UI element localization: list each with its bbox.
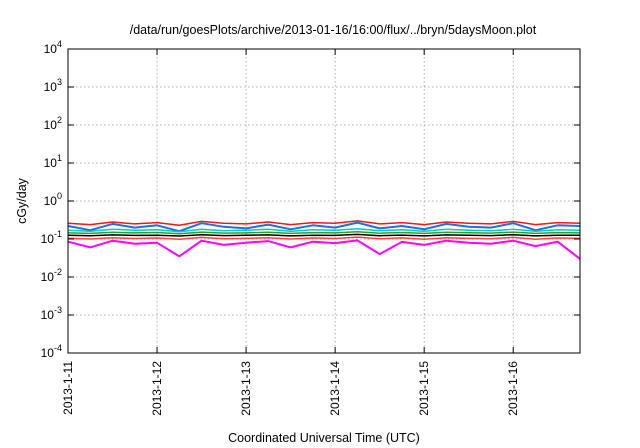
y-tick-label: 10-3 — [41, 305, 62, 322]
y-tick-label: 100 — [44, 191, 62, 208]
x-tick-label: 2013-1-12 — [150, 361, 164, 416]
grid — [68, 49, 580, 353]
y-tick-label: 103 — [44, 77, 62, 94]
x-tick-label: 2013-1-14 — [328, 361, 342, 416]
x-tick-label: 2013-1-15 — [417, 361, 431, 416]
y-tick-label: 10-4 — [41, 343, 62, 360]
series-line-2 — [67, 221, 581, 233]
series-lines — [67, 220, 581, 260]
axis-ticks — [67, 48, 580, 354]
y-tick-label: 10-1 — [41, 229, 62, 246]
y-tick-labels: 10-4 10-3 10-2 10-1 100 101 102 103 104 — [41, 39, 62, 360]
y-tick-label: 10-2 — [41, 267, 62, 284]
x-tick-labels: 2013-1-11 2013-1-12 2013-1-13 2013-1-14 2013… — [61, 361, 520, 416]
x-tick-label: 2013-1-11 — [61, 361, 75, 415]
y-tick-label: 101 — [44, 153, 62, 170]
x-axis-label: Coordinated Universal Time (UTC) — [228, 431, 420, 445]
y-axis-label: cGy/day — [15, 177, 29, 224]
series-line-4 — [67, 231, 581, 235]
x-tick-label: 2013-1-13 — [239, 361, 253, 416]
series-line-5 — [67, 233, 581, 237]
y-tick-label: 102 — [44, 115, 62, 132]
y-tick-label: 104 — [44, 39, 62, 56]
chart-title: /data/run/goesPlots/archive/2013-01-16/1… — [130, 23, 537, 37]
series-line-6 — [67, 236, 581, 241]
series-line-1 — [67, 220, 581, 227]
series-line-3 — [67, 228, 581, 233]
x-tick-label: 2013-1-16 — [506, 361, 520, 416]
series-line-7 — [67, 239, 581, 260]
